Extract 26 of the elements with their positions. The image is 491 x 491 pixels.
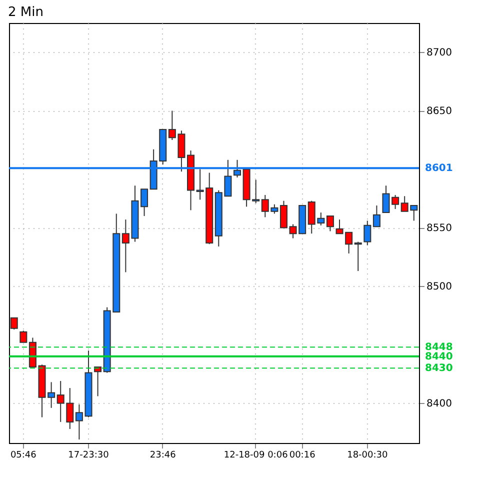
ref-line-label: 8440 bbox=[425, 351, 453, 362]
candlestick bbox=[364, 220, 372, 246]
x-tick-label: 12-18-09 0:06 bbox=[224, 450, 288, 460]
candlestick bbox=[140, 188, 148, 217]
candlestick bbox=[372, 205, 380, 228]
ref-line-label: 8448 bbox=[425, 342, 453, 354]
chart-title: 2 Min bbox=[8, 5, 44, 20]
y-tick-label: 8700 bbox=[426, 48, 452, 59]
x-tick-label: 18-00:30 bbox=[347, 450, 388, 460]
y-tick-label: 8500 bbox=[426, 282, 452, 293]
x-tick-label: 05:46 bbox=[10, 450, 37, 460]
ref-line-label: 8430 bbox=[425, 363, 453, 374]
candlestick bbox=[392, 194, 400, 210]
candlestick bbox=[10, 317, 18, 330]
candlestick bbox=[280, 200, 288, 228]
y-tick-label: 8400 bbox=[426, 398, 452, 410]
x-tick-label: 00:16 bbox=[289, 450, 316, 460]
candlestick bbox=[382, 185, 390, 214]
candlestick bbox=[326, 216, 334, 232]
y-tick-label: 8650 bbox=[426, 106, 452, 118]
candlestick bbox=[20, 330, 28, 343]
candlestick bbox=[354, 241, 362, 272]
x-tick-label: 23:46 bbox=[150, 450, 176, 460]
x-tick-label: 17-23:30 bbox=[68, 450, 110, 460]
ref-line-label: 8601 bbox=[425, 163, 453, 174]
y-tick-label: 8550 bbox=[426, 223, 452, 234]
